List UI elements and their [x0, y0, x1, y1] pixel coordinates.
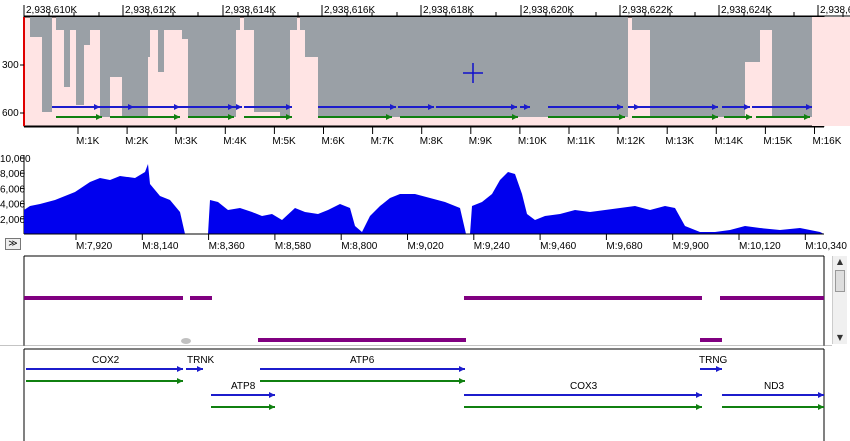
gene-cox2[interactable]: COX2: [26, 355, 183, 384]
coverage-x-label: M:9,020: [408, 241, 445, 252]
coverage-x-label: M:10,340: [805, 241, 847, 252]
mito-ruler-label: M:16K: [813, 136, 842, 147]
mito-ruler-label: M:7K: [371, 136, 395, 147]
read-feature-bar: [190, 296, 212, 300]
coverage-x-label: M:8,360: [209, 241, 246, 252]
coverage-x-label: M:9,460: [540, 241, 577, 252]
overview-coverage: [30, 17, 812, 117]
gene-label: TRNG: [699, 355, 728, 366]
gene-label: COX3: [570, 381, 598, 392]
genome-ruler-label: 2,938,6: [820, 5, 850, 16]
overview-tail: [812, 17, 850, 126]
coverage-y-axis: 10,000 8,000 6,000 4,000 2,000: [0, 154, 31, 234]
coverage-y-label: 8,000: [0, 169, 25, 180]
mito-ruler-label: M:11K: [567, 136, 595, 147]
genome-ruler-label: 2,938,610K: [26, 5, 77, 16]
overview-feature-arrows: [52, 104, 812, 120]
gene-label: ATP8: [231, 381, 256, 392]
mito-ruler-label: M:2K: [125, 136, 149, 147]
read-feature-bar: [720, 296, 824, 300]
read-feature-bar: [24, 296, 183, 300]
genome-ruler: 2,938,610K 2,938,612K 2,938,614K 2,938,616K…: [23, 5, 850, 17]
mito-ruler: M:1K M:2K M:3K M:4K M:5K M:6K M:7K M:8K M:9K M:10…: [76, 127, 842, 147]
mito-ruler-label: M:15K: [763, 136, 792, 147]
genome-ruler-label: 2,938,612K: [125, 5, 176, 16]
coverage-y-label: 6,000: [0, 184, 25, 195]
gene-label: ATP6: [350, 355, 375, 366]
mito-ruler-label: M:4K: [223, 136, 247, 147]
mito-ruler-label: M:5K: [272, 136, 296, 147]
coverage-x-label: M:8,800: [341, 241, 378, 252]
mito-ruler-label: M:1K: [76, 136, 100, 147]
read-feature-bar: [700, 338, 722, 342]
coverage-x-label: M:9,240: [474, 241, 511, 252]
mito-ruler-label: M:3K: [174, 136, 198, 147]
scroll-thumb[interactable]: [835, 270, 845, 292]
coverage-x-label: M:8,140: [142, 241, 179, 252]
coverage-y-label: 4,000: [0, 200, 25, 211]
gene-atp6[interactable]: ATP6: [260, 355, 465, 384]
gene-atp8[interactable]: ATP8: [211, 381, 275, 410]
expand-button[interactable]: ≫: [5, 238, 21, 250]
genome-ruler-label: 2,938,624K: [721, 5, 772, 16]
coverage-y-label: 10,000: [0, 154, 31, 165]
scroll-up-icon[interactable]: ▲: [836, 257, 844, 266]
mito-ruler-label: M:6K: [322, 136, 346, 147]
gene-trng[interactable]: TRNG: [699, 355, 728, 372]
genome-ruler-label: 2,938,614K: [225, 5, 276, 16]
overview-y-label-600: 600: [2, 108, 19, 119]
small-feature: [181, 338, 191, 344]
genome-ruler-label: 2,938,620K: [523, 5, 574, 16]
gene-label: TRNK: [187, 355, 215, 366]
overview-y-label-300: 300: [2, 60, 19, 71]
feature-panel[interactable]: [0, 254, 832, 346]
gene-trnk[interactable]: TRNK: [186, 355, 215, 372]
coverage-x-label: M:7,920: [76, 241, 113, 252]
gene-panel[interactable]: COX2 TRNK ATP6 ATP8 COX3 TRNG ND3: [0, 346, 850, 441]
crosshair-icon: [463, 63, 483, 83]
mito-ruler-label: M:14K: [714, 136, 743, 147]
coverage-x-label: M:9,900: [673, 241, 710, 252]
read-feature-bar: [258, 338, 466, 342]
genome-ruler-label: 2,938,622K: [622, 5, 673, 16]
feature-scrollbar[interactable]: ▲ ▼: [832, 256, 847, 344]
genome-ruler-label: 2,938,616K: [324, 5, 375, 16]
genome-ruler-label: 2,938,618K: [423, 5, 474, 16]
gene-label: COX2: [92, 355, 120, 366]
mito-ruler-label: M:8K: [420, 136, 444, 147]
coverage-x-label: M:10,120: [739, 241, 781, 252]
coverage-area: [24, 164, 824, 234]
coverage-x-axis: M:7,920 M:8,140 M:8,360 M:8,580 M:8,800 M:9,0…: [75, 234, 847, 252]
overview-panel[interactable]: 2,938,610K 2,938,612K 2,938,614K 2,938,616K…: [0, 0, 850, 150]
scroll-down-icon[interactable]: ▼: [836, 333, 844, 342]
coverage-x-label: M:9,680: [606, 241, 643, 252]
mito-ruler-label: M:12K: [616, 136, 645, 147]
read-features: [24, 296, 824, 342]
coverage-y-label: 2,000: [0, 215, 25, 226]
gene-nd3[interactable]: ND3: [722, 381, 824, 410]
read-feature-bar: [464, 296, 702, 300]
gene-cox3[interactable]: COX3: [464, 381, 702, 410]
coverage-x-label: M:8,580: [275, 241, 312, 252]
coverage-panel[interactable]: 10,000 8,000 6,000 4,000 2,000 M:7,920 M:8,14…: [0, 150, 850, 254]
mito-ruler-label: M:10K: [518, 136, 547, 147]
gene-label: ND3: [764, 381, 784, 392]
mito-ruler-label: M:9K: [469, 136, 493, 147]
gene-track: COX2 TRNK ATP6 ATP8 COX3 TRNG ND3: [26, 355, 824, 410]
mito-ruler-label: M:13K: [665, 136, 694, 147]
